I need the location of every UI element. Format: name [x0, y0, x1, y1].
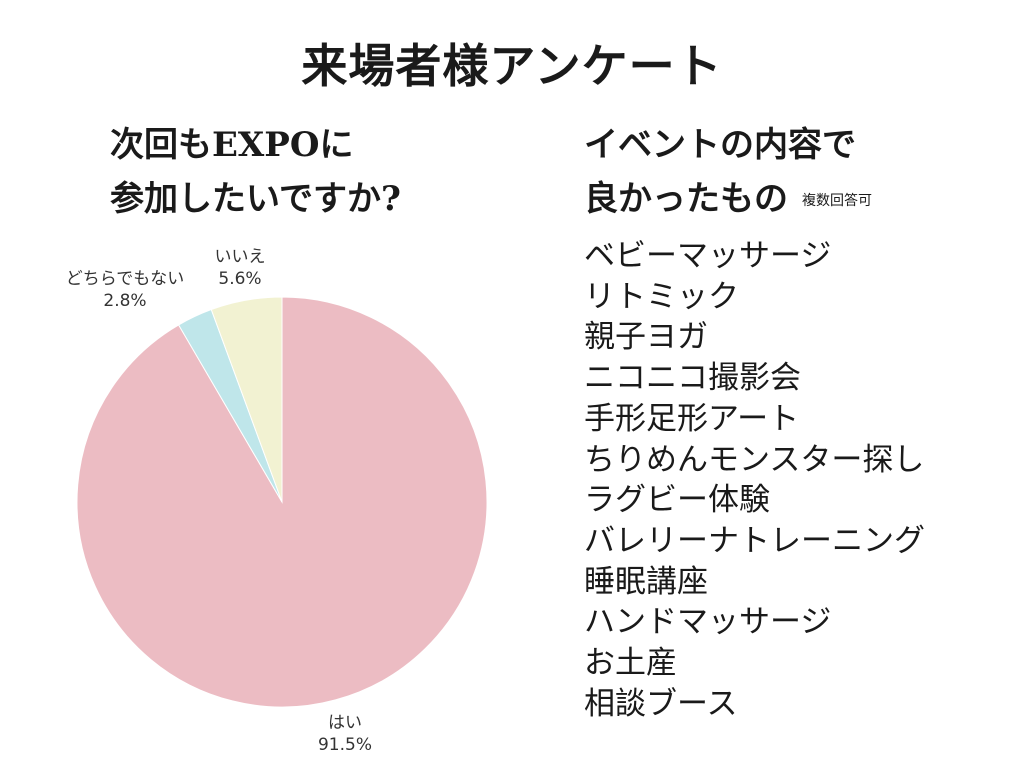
list-item: ラグビー体験: [584, 482, 770, 519]
question-1: 次回もEXPOに 参加したいですか?: [110, 118, 401, 226]
question-1-line-1: 次回もEXPOに: [110, 125, 354, 165]
list-item: ニコニコ撮影会: [584, 360, 801, 397]
list-item: 睡眠講座: [584, 563, 708, 600]
liked-content-list: ベビーマッサージ リトミック親子ヨガニコニコ撮影会 手形足形アートちりめんモンスター…: [584, 236, 925, 724]
list-item: 手形足形アート: [584, 400, 800, 437]
list-item: バレリーナトレーニング: [584, 522, 925, 559]
pie-label-yes-name: はい: [328, 713, 362, 733]
question-1-line-2: 参加したいですか?: [110, 179, 401, 219]
multiple-answers-note: 複数回答可: [802, 193, 872, 209]
list-item: ちりめんモンスター探し: [584, 441, 925, 478]
pie-label-no-name: いいえ: [214, 247, 266, 267]
question-2-line-2: 良かったもの 複数回答可: [584, 172, 872, 228]
pie-label-neutral-name: どちらでもない: [65, 269, 185, 289]
list-item: 相談ブース: [584, 685, 738, 722]
page-title: 来場者様アンケート: [301, 39, 723, 93]
pie-label-neutral-value: 2.8%: [103, 291, 147, 311]
question-2-line-1: イベントの内容で: [584, 125, 856, 165]
question-2-line-2-text: 良かったもの: [584, 179, 788, 219]
list-item: ハンドマッサージ: [584, 604, 832, 641]
pie-label-yes-value: 91.5%: [317, 735, 372, 755]
list-item: 親子ヨガ: [584, 319, 708, 356]
pie-chart-svg: [76, 296, 488, 708]
list-item: ベビーマッサージ: [584, 238, 832, 274]
pie-label-yes: はい 91.5%: [290, 712, 400, 756]
list-item: お土産: [584, 645, 677, 682]
question-2: イベントの内容で 良かったもの 複数回答可: [584, 118, 872, 228]
pie-chart: はい 91.5% どちらでもない 2.8% いいえ 5.6%: [0, 230, 560, 768]
pie-label-no: いいえ 5.6%: [190, 246, 290, 290]
list-item: リトミック: [584, 278, 739, 315]
pie-label-neutral: どちらでもない 2.8%: [50, 268, 200, 312]
pie-label-no-value: 5.6%: [218, 269, 262, 289]
pie-slice-no: [210, 296, 283, 503]
